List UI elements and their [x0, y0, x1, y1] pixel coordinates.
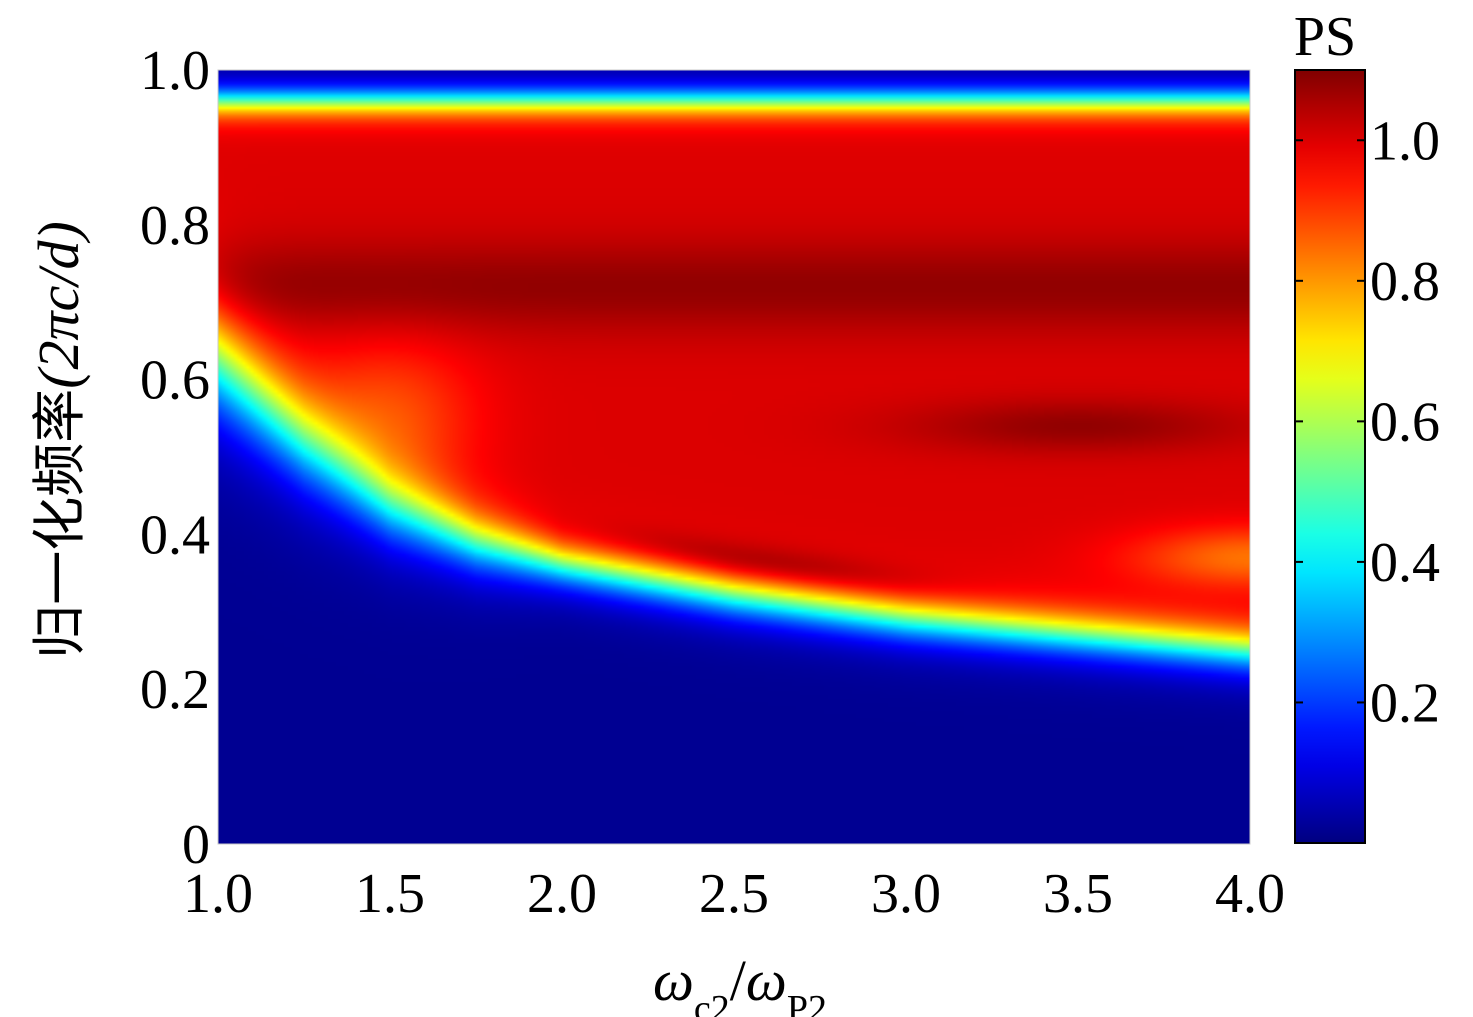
colorbar: 0.2 0.4 0.6 0.8 1.0 PS: [1294, 6, 1440, 844]
y-tick-label: 0.2: [140, 659, 210, 721]
y-tick-label: 0.8: [140, 195, 210, 257]
x-label-base2: ω: [746, 948, 787, 1013]
plot-area: [217, 69, 1251, 845]
x-tick-label: 1.5: [355, 863, 425, 925]
y-axis-ticks: 0 0.2 0.4 0.6 0.8 1.0: [140, 40, 210, 876]
x-tick-label: 4.0: [1215, 863, 1285, 925]
plot-frame: [217, 69, 1251, 845]
colorbar-tick-label: 0.2: [1370, 672, 1440, 734]
colorbar-ticks: 0.2 0.4 0.6 0.8 1.0: [1295, 110, 1440, 734]
colorbar-tick-label: 0.8: [1370, 251, 1440, 313]
x-label-sub2: P2: [787, 988, 827, 1017]
colorbar-frame: [1294, 69, 1366, 844]
y-tick-label: 0: [182, 814, 210, 876]
heatmap-image: [218, 70, 1250, 844]
colorbar-label: PS: [1294, 6, 1356, 68]
x-tick-label: 2.0: [527, 863, 597, 925]
colorbar-tick-label: 0.4: [1370, 532, 1440, 594]
x-label-slash: /: [730, 948, 747, 1013]
y-label-suffix: (2πc/d): [26, 221, 91, 389]
x-label-sub1: c2: [694, 988, 730, 1017]
x-tick-label: 1.0: [183, 863, 253, 925]
y-label-prefix: 归一化频率: [28, 389, 91, 659]
y-tick-label: 1.0: [140, 40, 210, 102]
colorbar-tick-label: 0.6: [1370, 391, 1440, 453]
x-label-base1: ω: [653, 948, 694, 1013]
y-tick-label: 0.4: [140, 504, 210, 566]
x-axis-label: ωc2/ωP2: [653, 948, 827, 1017]
x-tick-label: 2.5: [699, 863, 769, 925]
colorbar-gradient: [1295, 70, 1365, 843]
x-tick-label: 3.5: [1043, 863, 1113, 925]
y-axis-label: 归一化频率(2πc/d): [26, 221, 91, 659]
x-axis-ticks: 1.0 1.5 2.0 2.5 3.0 3.5 4.0: [183, 863, 1285, 925]
colorbar-tick-label: 1.0: [1370, 110, 1440, 172]
y-tick-label: 0.6: [140, 350, 210, 412]
x-tick-label: 3.0: [871, 863, 941, 925]
